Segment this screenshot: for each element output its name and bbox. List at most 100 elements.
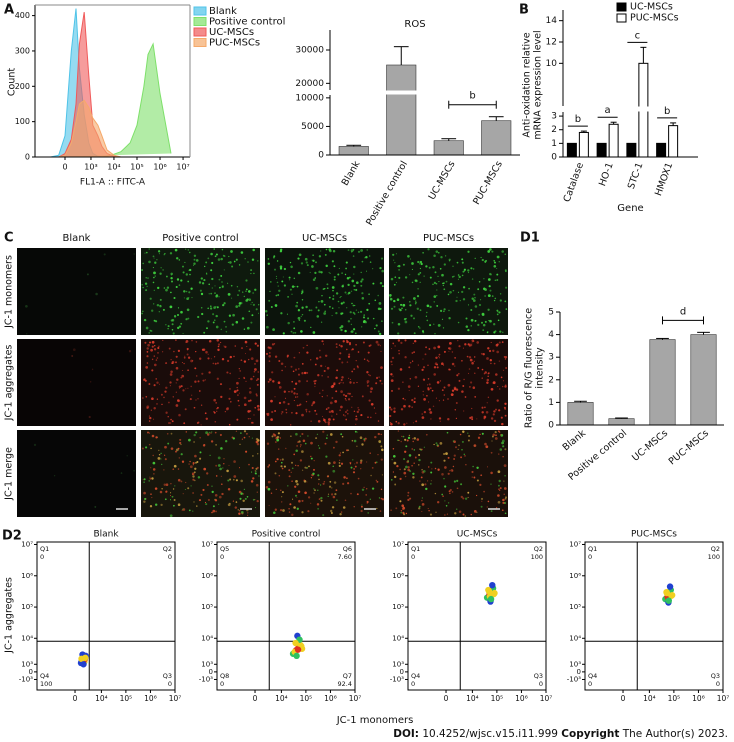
fluorescence-dot [320,271,323,274]
fluorescence-dot [227,359,230,362]
fluorescence-dot [266,442,270,445]
fluorescence-dot [217,343,221,346]
fluorescence-dot [381,320,383,322]
fluorescence-dot [428,383,431,386]
fluorescence-dot [350,466,353,469]
fluorescence-dot [309,271,311,273]
fluorescence-dot [318,270,321,274]
fluorescence-dot [229,478,232,481]
fluorescence-dot [144,379,147,382]
fluorescence-dot [231,265,234,268]
fluorescence-dot [151,340,155,344]
fluorescence-dot [182,265,184,268]
fluorescence-dot [291,461,293,464]
fluorescence-dot [272,433,275,436]
fluorescence-dot [185,341,187,343]
fluorescence-dot [150,467,152,469]
fluorescence-dot [433,346,436,350]
fluorescence-dot [195,350,197,353]
fluorescence-dot [175,361,177,364]
fluorescence-dot [486,506,488,508]
fluorescence-dot [332,465,334,467]
fluorescence-dot [299,459,303,462]
fluorescence-dot [498,341,501,344]
fluorescence-dot [376,377,378,380]
fluorescence-dot [171,328,174,331]
fluorescence-dot [340,381,342,383]
fluorescence-dot [365,494,368,496]
fluorescence-dot [251,421,254,424]
fluorescence-dot [397,387,401,390]
fluorescence-dot [473,360,475,362]
fluorescence-dot [347,249,350,251]
fluorescence-dot [331,315,333,317]
fluorescence-dot [211,490,214,494]
fluorescence-dot [306,351,309,354]
fluorescence-dot [348,377,350,379]
fluorescence-dot [363,439,366,442]
fluorescence-dot [338,462,341,464]
x-tick-label: 10⁵ [130,163,143,172]
fluorescence-dot [331,415,333,417]
fluorescence-dot [493,410,496,413]
fluorescence-dot [173,464,177,468]
fluorescence-dot [185,388,187,390]
fluorescence-dot [217,464,221,467]
fluorescence-dot [434,362,438,366]
fluorescence-dot [210,432,212,434]
fluorescence-dot [254,288,257,291]
fluorescence-dot [255,437,259,441]
fluorescence-dot [175,339,177,341]
fluorescence-dot [329,433,333,436]
fluorescence-dot [281,461,283,464]
fluorescence-dot [311,404,313,407]
fluorescence-dot [223,302,226,305]
fluorescence-dot [227,261,229,263]
fluorescence-dot [411,448,413,450]
fluorescence-dot [468,356,472,359]
fluorescence-dot [340,345,343,348]
fluorescence-dot [289,503,292,506]
fluorescence-dot [275,441,277,443]
fluorescence-dot [176,313,180,317]
fluorescence-dot [195,341,198,343]
bar [668,125,679,158]
fluorescence-dot [392,454,396,458]
fluorescence-dot [193,441,195,443]
fluorescence-dot [305,411,308,413]
fluorescence-dot [470,309,473,311]
fluorescence-dot [276,260,279,262]
y-tick-label: -10³ [567,675,581,683]
fluorescence-dot [440,256,443,259]
fluorescence-dot [346,361,349,363]
fluorescence-dot [421,497,423,499]
bar [433,140,464,156]
fluorescence-dot [409,258,412,260]
fluorescence-dot [288,469,291,472]
quadrant-value: 0 [168,553,172,561]
fluorescence-dot [212,505,215,508]
fluorescence-dot [456,487,459,490]
fluorescence-dot [201,372,204,375]
fluorescence-dot [151,330,153,332]
fluorescence-dot [328,271,330,273]
fluorescence-dot [351,439,354,442]
fluorescence-dot [402,435,405,438]
y-tick-label: 20000 [295,79,324,89]
fluorescence-dot [496,279,499,281]
fluorescence-dot [233,390,237,393]
fluorescence-dot [268,299,271,302]
fluorescence-dot [416,307,419,310]
fluorescence-dot [318,300,320,303]
event-point [665,597,672,604]
fluorescence-dot [364,257,366,259]
fluorescence-dot [369,261,372,263]
fluorescence-dot [436,304,439,307]
fluorescence-dot [427,388,430,391]
fluorescence-dot [242,291,244,293]
bar [578,131,589,158]
fluorescence-dot [315,286,319,290]
fluorescence-dot [227,282,229,284]
quadrant-name: Q2 [711,545,720,553]
fluorescence-dot [232,313,235,317]
